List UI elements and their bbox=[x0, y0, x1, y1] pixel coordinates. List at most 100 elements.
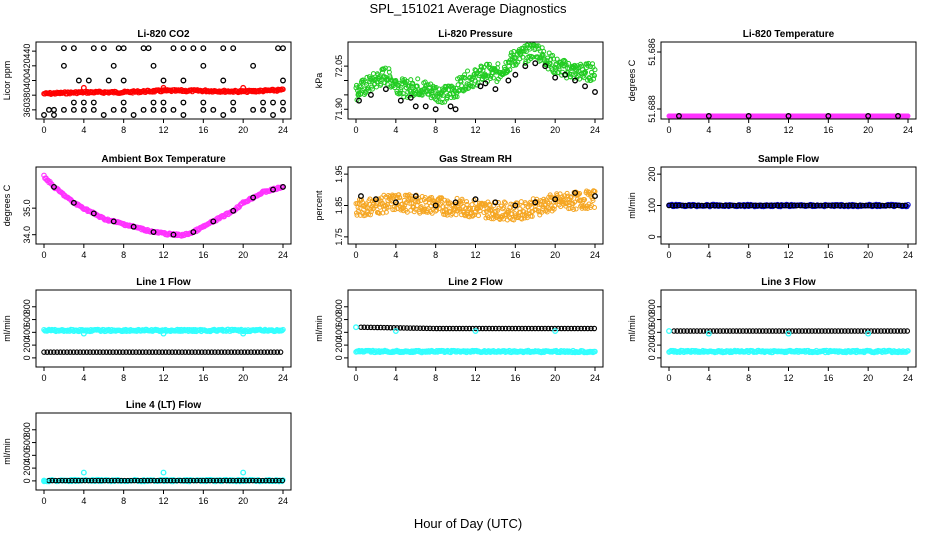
data-point bbox=[251, 349, 258, 355]
data-point bbox=[814, 202, 820, 209]
data-point bbox=[60, 349, 67, 355]
data-point bbox=[490, 216, 496, 222]
data-point bbox=[244, 349, 251, 355]
data-point bbox=[80, 84, 87, 91]
data-point bbox=[200, 106, 207, 113]
data-point bbox=[126, 349, 133, 355]
data-point bbox=[177, 477, 184, 484]
data-point bbox=[394, 201, 400, 207]
data-point bbox=[505, 77, 512, 84]
data-point bbox=[589, 348, 595, 355]
data-point bbox=[684, 328, 690, 334]
data-point bbox=[106, 349, 113, 355]
data-point bbox=[70, 99, 77, 106]
data-point bbox=[150, 62, 157, 69]
data-point bbox=[456, 325, 463, 332]
x-tick-label: 12 bbox=[783, 250, 793, 260]
data-point bbox=[800, 202, 807, 209]
data-point bbox=[464, 199, 470, 205]
data-point bbox=[758, 202, 764, 209]
data-point bbox=[865, 330, 872, 337]
data-point bbox=[496, 325, 502, 332]
y-tick-label: 400 bbox=[647, 325, 657, 340]
data-point bbox=[470, 84, 476, 90]
chart-panel-10: Line 4 (LT) Flow ml/min 0 4 8 12 16 20 24 0 200400… bbox=[2, 400, 292, 506]
data-point bbox=[192, 349, 198, 355]
data-point bbox=[439, 195, 445, 201]
data-point bbox=[535, 325, 542, 332]
data-point bbox=[167, 477, 174, 484]
x-tick-label: 8 bbox=[433, 125, 438, 135]
data-point bbox=[422, 195, 428, 201]
data-point bbox=[766, 328, 773, 334]
data-point bbox=[522, 63, 529, 70]
data-point bbox=[461, 74, 467, 80]
data-point bbox=[120, 99, 127, 106]
data-point bbox=[362, 90, 368, 96]
data-point bbox=[676, 202, 682, 209]
data-point bbox=[90, 349, 97, 355]
data-point bbox=[111, 477, 118, 484]
data-point bbox=[532, 199, 539, 206]
data-point bbox=[896, 202, 902, 209]
data-point bbox=[541, 48, 547, 54]
data-point bbox=[115, 45, 122, 52]
series-cyan-dense-line bbox=[353, 347, 598, 356]
y-tick-label: 0 bbox=[647, 234, 657, 239]
data-point bbox=[432, 202, 439, 209]
data-point bbox=[386, 204, 392, 210]
x-tick-label: 8 bbox=[433, 250, 438, 260]
y-tick-label: 200 bbox=[647, 338, 657, 353]
data-point bbox=[713, 328, 720, 334]
data-point bbox=[72, 477, 79, 484]
y-tick-label: 200 bbox=[647, 167, 657, 182]
data-point bbox=[676, 113, 682, 119]
x-axis-label: Hour of Day (UTC) bbox=[413, 516, 523, 531]
data-point bbox=[95, 477, 102, 484]
data-point bbox=[825, 113, 832, 119]
data-point bbox=[797, 202, 804, 209]
x-tick-label: 12 bbox=[470, 373, 480, 383]
data-point bbox=[522, 325, 529, 332]
y-tick-label: 600 bbox=[22, 435, 32, 450]
y-tick-label: 71.90 bbox=[334, 98, 344, 121]
data-point bbox=[481, 203, 487, 209]
x-tick-label: 0 bbox=[41, 373, 46, 383]
data-point bbox=[83, 349, 90, 355]
data-point bbox=[523, 210, 529, 216]
data-point bbox=[905, 113, 911, 119]
data-point bbox=[280, 86, 286, 93]
data-point bbox=[699, 202, 705, 209]
data-point bbox=[785, 330, 792, 337]
data-point bbox=[521, 48, 527, 54]
y-axis-label: ml/min bbox=[314, 315, 324, 342]
data-point bbox=[525, 325, 532, 332]
data-point bbox=[200, 45, 207, 52]
y-tick-label: 0 bbox=[334, 355, 344, 360]
data-point bbox=[843, 202, 850, 209]
data-point bbox=[149, 349, 156, 355]
data-point bbox=[182, 349, 189, 355]
data-point bbox=[140, 45, 147, 52]
data-point bbox=[150, 106, 157, 113]
data-point bbox=[538, 325, 545, 332]
data-point bbox=[420, 325, 427, 332]
data-point bbox=[90, 45, 97, 52]
series-black-circle bbox=[356, 60, 598, 113]
y-tick-label: 0 bbox=[647, 355, 657, 360]
data-point bbox=[361, 324, 368, 331]
data-point bbox=[446, 325, 453, 332]
data-point bbox=[143, 349, 149, 355]
data-point bbox=[804, 202, 810, 209]
data-point bbox=[825, 328, 832, 334]
data-point bbox=[568, 325, 575, 332]
chart-panel-3: Li-820 Temperature degrees C 0 4 8 12 16 20 24 51… bbox=[627, 29, 917, 135]
data-point bbox=[453, 85, 459, 91]
y-axis-label: ml/min bbox=[627, 192, 637, 219]
data-point bbox=[499, 325, 506, 332]
data-point bbox=[353, 82, 359, 88]
data-point bbox=[502, 200, 508, 206]
data-point bbox=[860, 202, 866, 209]
x-tick-label: 12 bbox=[470, 250, 480, 260]
data-point bbox=[240, 469, 247, 476]
